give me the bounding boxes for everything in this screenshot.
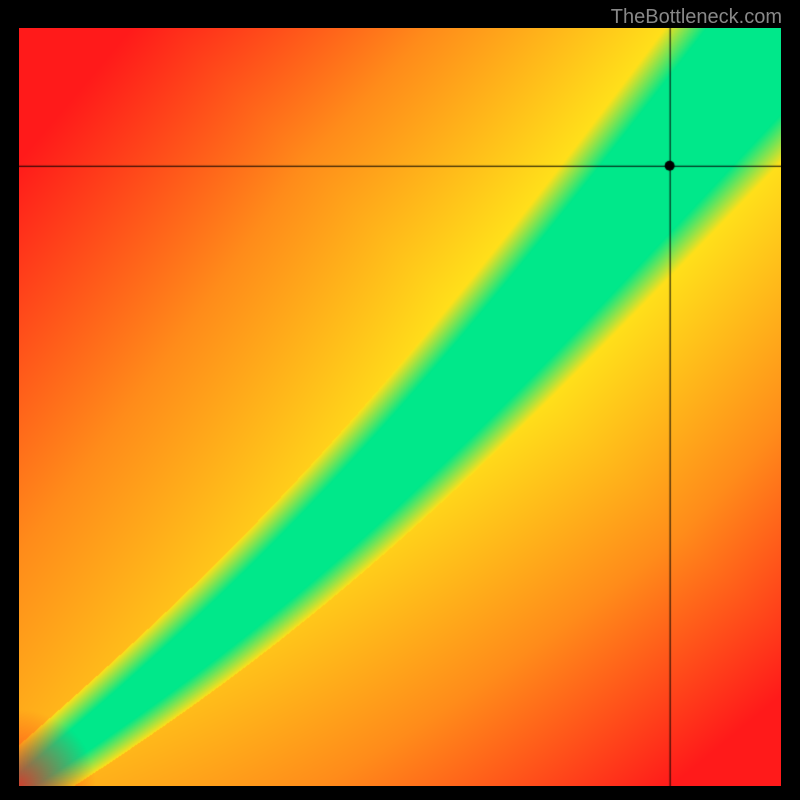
heatmap-plot (19, 28, 781, 786)
heatmap-canvas (19, 28, 781, 786)
watermark-text: TheBottleneck.com (611, 6, 782, 29)
